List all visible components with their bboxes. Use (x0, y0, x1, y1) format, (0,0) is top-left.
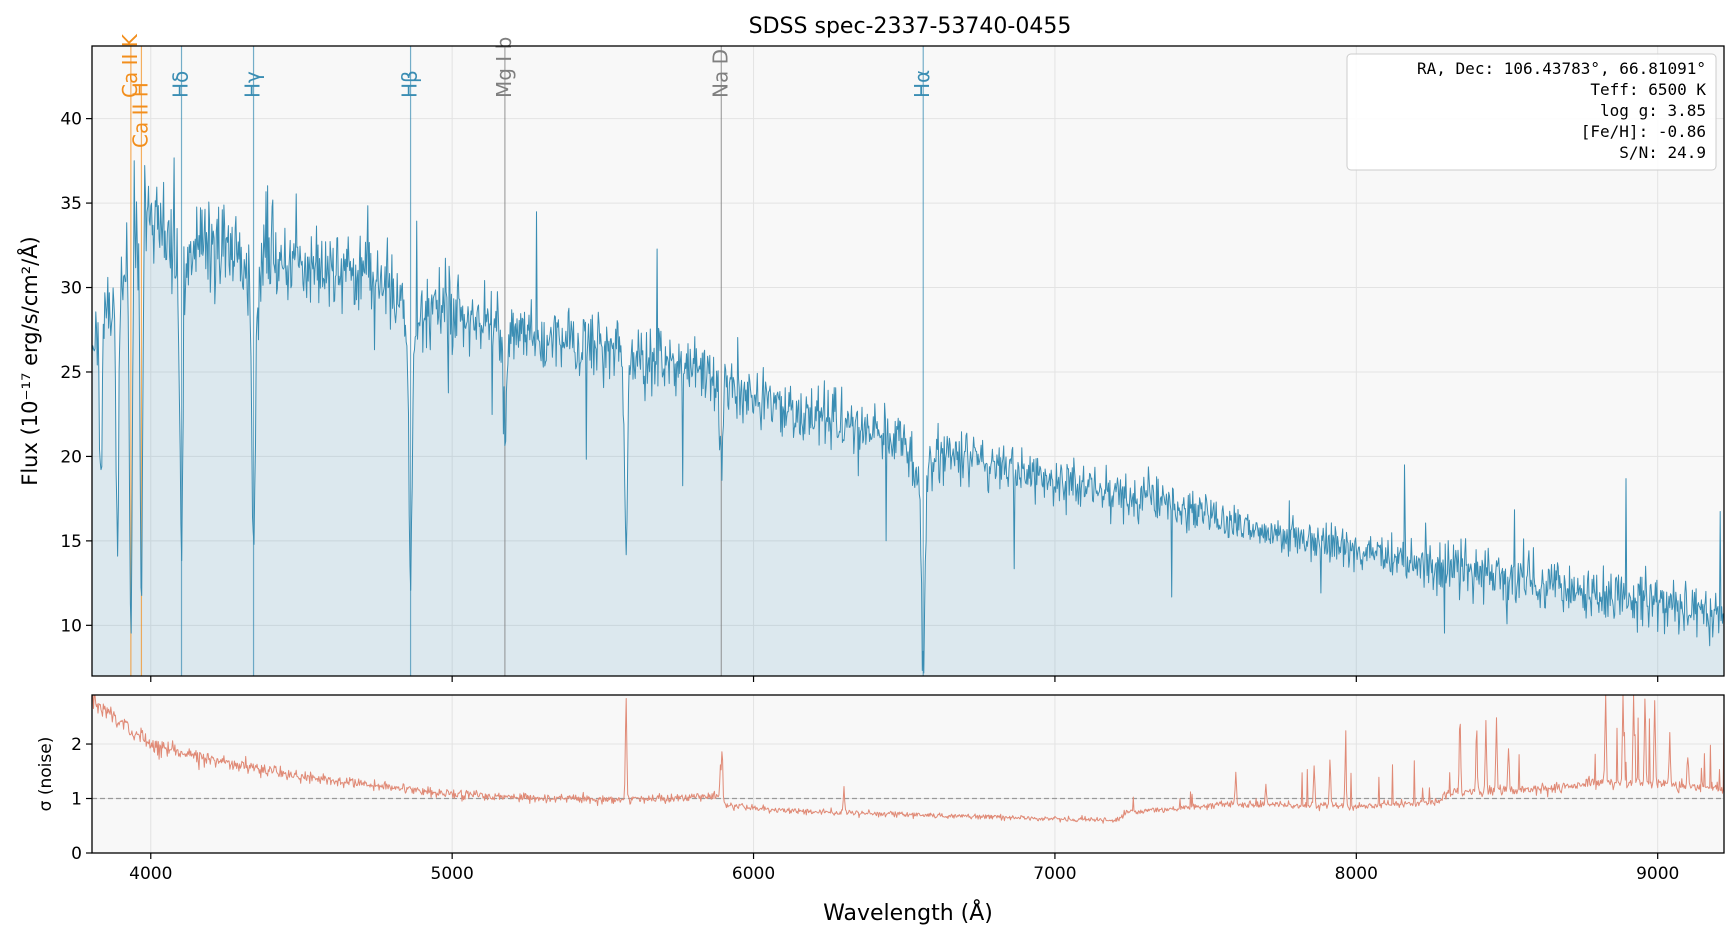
flux-y-ticks: 10 15 20 25 30 35 40 (60, 110, 92, 636)
line-marker-labels: Ca II KCa II H Hδ Hγ Hβ Mg I b Na D Hα (118, 33, 934, 148)
flux-y-tick-label: 25 (60, 363, 82, 383)
chart-title: SDSS spec-2337-53740-0455 (749, 14, 1072, 39)
noise-y-tick-label: 0 (71, 844, 82, 864)
flux-y-tick-label: 40 (60, 110, 82, 130)
flux-y-tick-label: 20 (60, 447, 82, 467)
noise-x-tick-label: 4000 (129, 864, 172, 884)
line-marker-label: Hα (910, 70, 934, 98)
noise-series-line (92, 694, 1725, 824)
noise-plot-frame (91, 694, 1725, 854)
noise-plot-area (92, 695, 1724, 853)
line-marker-label: Hγ (241, 71, 265, 98)
flux-fill (92, 157, 1724, 676)
noise-panel: 0 1 2 4000 5000 6000 7000 8000 9000 σ (noise) W… (36, 694, 1725, 926)
line-marker-label: Hβ (398, 70, 422, 98)
line-marker-label: Ca II H (128, 82, 152, 148)
flux-y-tick-label: 15 (60, 532, 82, 552)
noise-x-tick-label: 6000 (732, 864, 775, 884)
info-ra-dec: RA, Dec: 106.43783°, 66.81091° (1417, 59, 1706, 78)
info-feh: [Fe/H]: -0.86 (1581, 122, 1706, 141)
noise-x-tick-label: 5000 (431, 864, 474, 884)
noise-y-ticks: 0 1 2 (71, 735, 92, 864)
flux-y-axis-label: Flux (10⁻¹⁷ erg/s/cm²/Å) (16, 236, 42, 486)
noise-x-tick-label: 8000 (1335, 864, 1378, 884)
flux-panel: Ca II KCa II H Hδ Hγ Hβ Mg I b Na D Hα 10 15 20 2… (16, 33, 1725, 682)
info-logg: log g: 3.85 (1600, 101, 1706, 120)
line-marker-label: Ca II K (118, 33, 142, 98)
noise-y-axis-label: σ (noise) (36, 737, 56, 812)
flux-plot-frame (91, 45, 1725, 677)
flux-y-tick-label: 30 (60, 279, 82, 299)
noise-y-tick-label: 1 (71, 790, 82, 810)
x-axis-label: Wavelength (Å) (823, 899, 993, 926)
flux-y-tick-label: 10 (60, 616, 82, 636)
info-box: RA, Dec: 106.43783°, 66.81091° Teff: 650… (1346, 53, 1717, 171)
noise-y-tick-label: 2 (71, 735, 82, 755)
flux-series-line (91, 157, 1725, 674)
info-teff: Teff: 6500 K (1590, 80, 1706, 99)
flux-y-tick-label: 35 (60, 194, 82, 214)
info-sn: S/N: 24.9 (1619, 143, 1706, 162)
line-marker-label: Hδ (169, 71, 193, 98)
noise-x-tick-label: 7000 (1033, 864, 1076, 884)
info-box-frame (1346, 53, 1717, 171)
line-marker-label: Mg I b (492, 37, 516, 98)
noise-x-tick-label: 9000 (1636, 864, 1679, 884)
noise-x-ticks: 4000 5000 6000 7000 8000 9000 (129, 853, 1679, 884)
flux-x-ticks (150, 676, 1659, 682)
line-marker-label: Na D (708, 49, 732, 98)
